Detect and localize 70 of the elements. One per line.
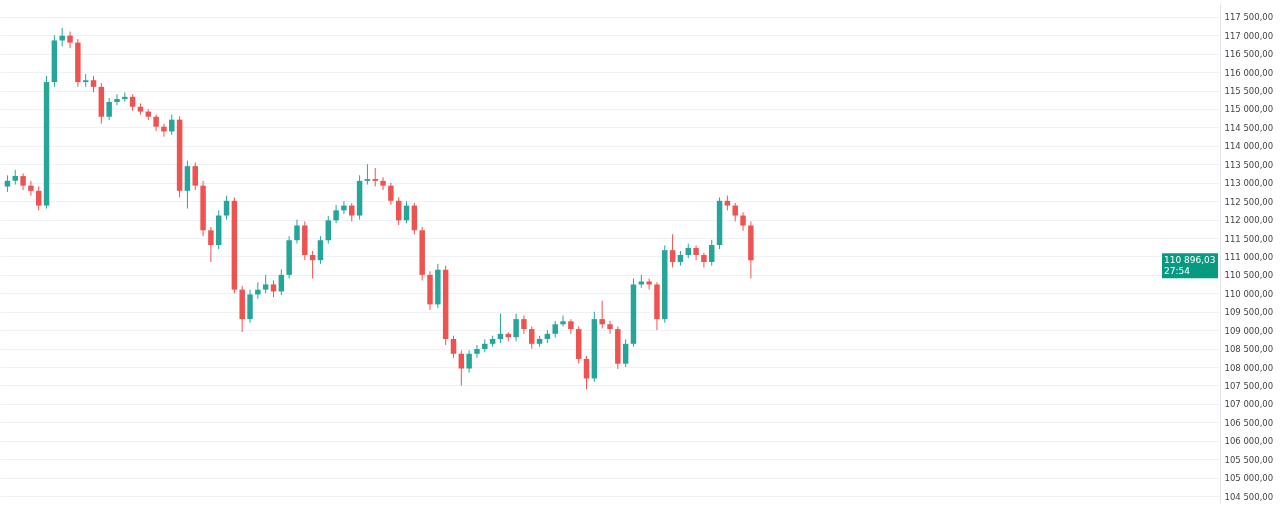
candlestick <box>325 215 332 245</box>
y-tick-label: 111 000,00 <box>1224 251 1274 262</box>
y-tick-label: 113 000,00 <box>1224 178 1274 189</box>
y-tick-label: 105 000,00 <box>1224 473 1274 484</box>
candlestick <box>458 349 465 386</box>
y-tick-label: 117 000,00 <box>1224 30 1274 41</box>
y-tick-label: 115 000,00 <box>1224 104 1274 115</box>
candlestick <box>208 226 214 263</box>
y-tick-label: 108 000,00 <box>1224 362 1274 373</box>
y-tick-label: 108 500,00 <box>1224 344 1274 355</box>
candlestick <box>701 252 707 269</box>
candlestick <box>223 195 230 221</box>
y-tick-label: 113 500,00 <box>1224 159 1274 170</box>
candlestick <box>36 185 42 211</box>
y-tick-label: 104 500,00 <box>1224 491 1274 502</box>
y-tick-label: 114 500,00 <box>1224 122 1274 133</box>
y-tick-label: 107 000,00 <box>1224 399 1274 410</box>
candlestick <box>521 314 527 335</box>
y-tick-label: 112 000,00 <box>1224 215 1274 226</box>
candlestick <box>106 97 112 121</box>
candlestick <box>693 244 699 261</box>
y-tick-label: 114 000,00 <box>1224 141 1274 152</box>
candlestick <box>529 325 535 350</box>
annotation: 110 896,03 <box>1164 255 1216 266</box>
candlestick <box>349 202 355 222</box>
y-tick-label: 109 000,00 <box>1224 325 1274 336</box>
candlestick <box>599 300 605 329</box>
y-tick-label: 112 500,00 <box>1224 196 1274 207</box>
candlestick <box>372 167 378 187</box>
y-tick-label: 109 500,00 <box>1224 307 1274 318</box>
candlestick <box>568 318 574 335</box>
candlestick <box>740 211 746 232</box>
candlestick <box>380 176 386 191</box>
y-tick-label: 110 500,00 <box>1224 270 1274 281</box>
candlestick <box>161 123 167 138</box>
y-tick-label: 107 500,00 <box>1224 380 1274 391</box>
y-tick-label: 116 000,00 <box>1224 67 1274 78</box>
candlestick <box>294 219 300 245</box>
candlestick <box>114 93 120 106</box>
candlestick <box>67 31 73 49</box>
candlestick <box>28 180 34 197</box>
candlestick <box>341 200 347 215</box>
candlestick <box>388 182 394 206</box>
y-tick-label: 106 500,00 <box>1224 417 1274 428</box>
candlestick <box>513 313 519 342</box>
candlestick <box>169 114 175 136</box>
candlestick <box>708 239 715 267</box>
candlestick <box>669 233 676 269</box>
candlestick <box>732 202 738 222</box>
candlestick <box>364 163 371 186</box>
candlestick <box>607 320 613 335</box>
y-tick-label: 111 500,00 <box>1224 233 1274 244</box>
candlestick <box>262 274 269 294</box>
candlestick <box>450 335 457 359</box>
candlestick <box>474 344 480 359</box>
candlestick <box>466 349 472 374</box>
candlestick <box>192 161 198 191</box>
y-tick-label: 110 000,00 <box>1224 288 1274 299</box>
candlestick <box>317 235 324 265</box>
y-tick-label: 115 500,00 <box>1224 86 1274 97</box>
candlestick <box>255 281 261 300</box>
candlestick <box>59 27 65 47</box>
candlestick <box>333 204 339 224</box>
y-tick-label: 106 000,00 <box>1224 436 1274 447</box>
annotation: 27:54 <box>1164 266 1191 277</box>
candlestick <box>560 314 566 327</box>
y-tick-label: 117 500,00 <box>1224 12 1274 23</box>
y-tick-label: 105 500,00 <box>1224 454 1274 465</box>
y-tick-label: 116 500,00 <box>1224 49 1274 60</box>
candlestick <box>622 338 629 368</box>
